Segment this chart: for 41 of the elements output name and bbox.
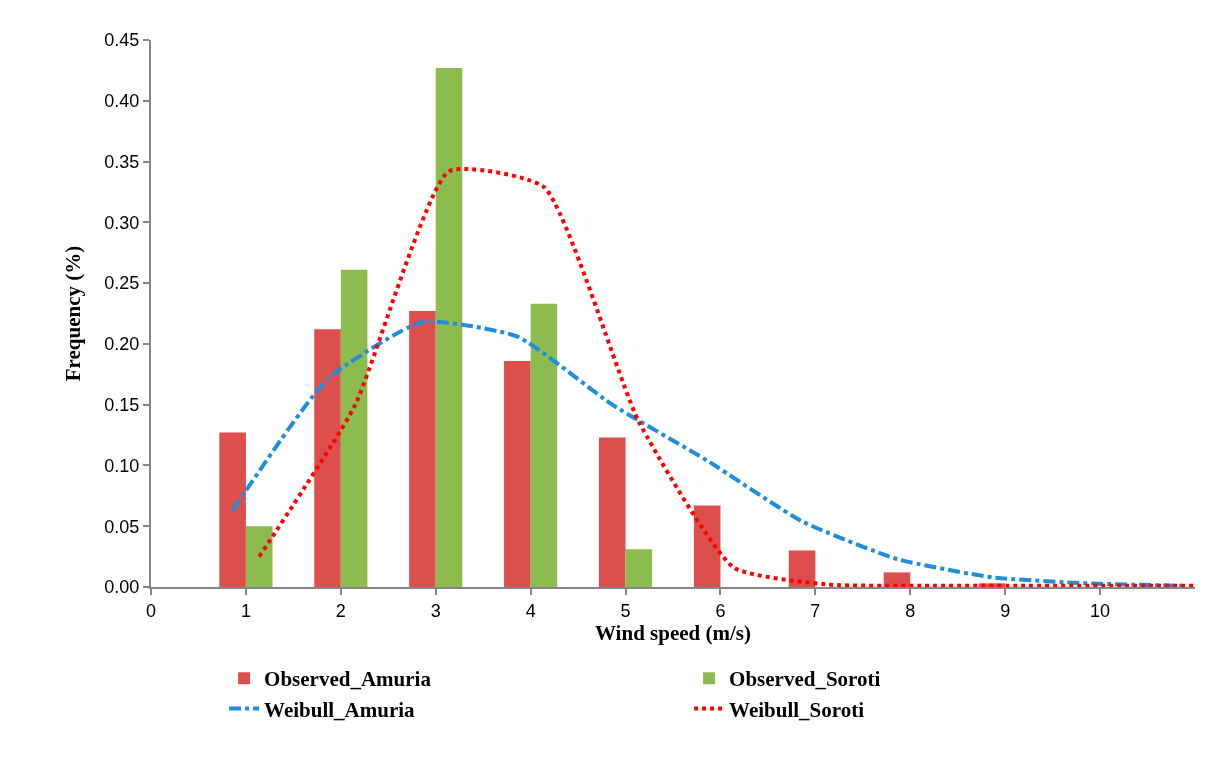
x-tick-label: 4	[525, 600, 536, 621]
y-tick-label: 0.45	[104, 30, 140, 51]
x-tick-label: 6	[715, 600, 726, 621]
x-tick-label: 7	[810, 600, 821, 621]
x-tick-label: 10	[1090, 600, 1111, 621]
y-axis-title: Frequency (%)	[61, 245, 85, 382]
legend-label: Observed_Amuria	[264, 667, 432, 692]
bar	[409, 311, 436, 587]
x-tick-label: 0	[145, 600, 157, 621]
bar	[883, 572, 911, 587]
bar	[340, 269, 368, 587]
y-tick-label: 0.35	[104, 151, 140, 172]
y-tick-label: 0.10	[104, 455, 140, 476]
y-tick-label: 0.00	[104, 577, 140, 598]
x-tick-label: 9	[1000, 600, 1011, 621]
x-axis-title: Wind speed (m/s)	[595, 620, 751, 645]
x-tick-label: 1	[240, 600, 251, 621]
legend-label: Weibull_Amuria	[264, 697, 416, 722]
legend-label: Weibull_Soroti	[729, 697, 865, 722]
line-series	[230, 319, 1184, 587]
bar	[245, 526, 273, 587]
y-tick-label: 0.15	[104, 394, 140, 415]
y-tick-label: 0.25	[104, 273, 140, 294]
bar	[219, 432, 246, 587]
bar	[693, 505, 721, 587]
bar	[504, 360, 531, 587]
x-tick-label: 8	[905, 600, 916, 621]
y-tick-label: 0.30	[104, 212, 140, 233]
bar	[530, 303, 558, 587]
x-tick-label: 2	[335, 600, 346, 621]
y-tick-label: 0.20	[104, 334, 140, 355]
legend-label: Observed_Soroti	[729, 667, 881, 692]
y-tick-label: 0.40	[104, 91, 140, 112]
bar	[435, 67, 463, 587]
bar	[625, 549, 653, 587]
bar	[314, 329, 341, 587]
bar	[598, 437, 626, 587]
bar	[788, 550, 816, 587]
x-tick-label: 5	[620, 600, 631, 621]
x-tick-label: 3	[430, 600, 441, 621]
y-tick-label: 0.05	[104, 516, 140, 537]
